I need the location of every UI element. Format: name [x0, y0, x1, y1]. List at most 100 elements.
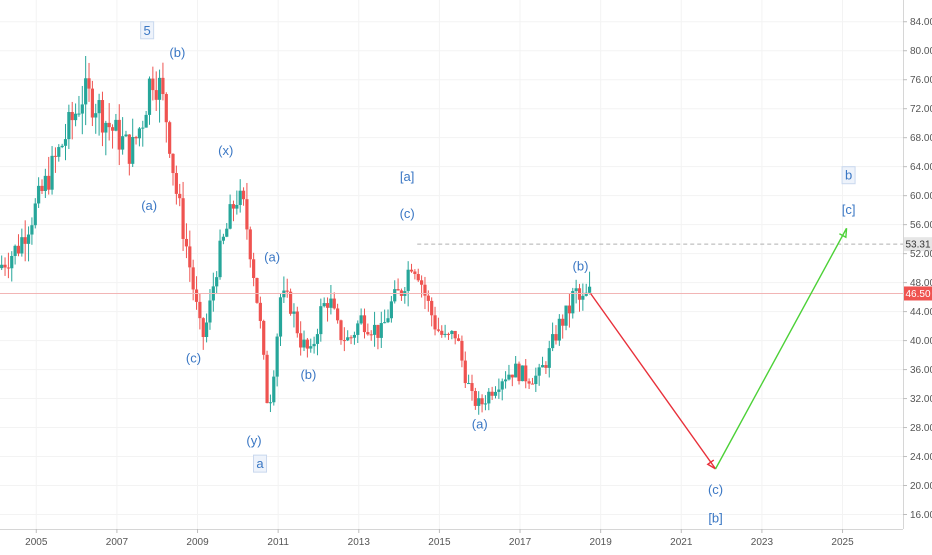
y-tick-label: 40.00: [910, 336, 932, 347]
candle-body: [433, 315, 437, 330]
candle-body: [463, 360, 467, 384]
candle-body: [477, 398, 481, 406]
candle-body: [430, 300, 434, 316]
y-tick-label: 48.00: [910, 278, 932, 289]
wave-label: (c): [186, 350, 201, 365]
y-tick-label: 84.00: [910, 17, 932, 28]
candle-body: [157, 77, 162, 100]
x-tick-label: 2009: [186, 537, 209, 548]
candle-body: [342, 340, 346, 342]
candle-body: [238, 190, 242, 205]
candle-body: [369, 334, 373, 336]
candle-body: [453, 330, 457, 339]
candle-body: [60, 145, 64, 148]
candle-body: [221, 236, 225, 241]
candle-body: [73, 113, 78, 121]
wave-label: (c): [400, 206, 415, 221]
candle-body: [383, 322, 387, 324]
candle-body: [547, 348, 551, 368]
candle-body: [231, 204, 236, 209]
candle-body: [164, 94, 168, 123]
last-price-label: 46.50: [905, 289, 930, 300]
y-tick-label: 36.00: [910, 365, 932, 376]
candle-body: [141, 127, 145, 129]
candle-body: [315, 334, 320, 344]
candle-body: [77, 113, 81, 115]
candle-body: [245, 199, 249, 230]
candle-body: [90, 88, 94, 118]
candle-body: [319, 306, 323, 335]
candle-body: [372, 324, 377, 335]
candle-body: [309, 346, 313, 349]
candle-body: [292, 311, 296, 314]
candle-body: [480, 398, 484, 405]
wave-label: (y): [246, 433, 261, 448]
candle-body: [487, 391, 491, 404]
candle-body: [33, 203, 37, 226]
candle-body: [50, 155, 54, 190]
candle-body: [356, 323, 360, 335]
candle-body: [188, 246, 192, 268]
x-tick-label: 2017: [509, 537, 532, 548]
candle-body: [110, 127, 115, 131]
wave-label-box: [253, 454, 268, 473]
candle-body: [178, 193, 182, 199]
candle-body: [248, 229, 252, 260]
x-tick-label: 2025: [831, 537, 854, 548]
candle-body: [571, 291, 575, 314]
reference-price-label: 53.31: [905, 240, 930, 251]
candle-body: [305, 339, 309, 349]
candle-body: [420, 280, 424, 285]
candle-body: [544, 365, 548, 368]
candle-body: [460, 340, 464, 361]
y-tick-label: 72.00: [910, 104, 932, 115]
wave-label: (b): [573, 258, 589, 273]
candle-body: [520, 365, 524, 382]
candle-body: [500, 381, 504, 390]
candle-body: [255, 278, 259, 303]
candle-body: [205, 322, 209, 337]
x-tick-label: 2021: [670, 537, 693, 548]
candle-body: [325, 303, 330, 308]
candle-body: [295, 311, 299, 334]
candle-body: [426, 295, 430, 301]
y-tick-label: 52.00: [910, 249, 932, 260]
wave-label: b: [845, 168, 852, 183]
reference-price-box: [904, 237, 932, 252]
candle-body: [100, 100, 105, 133]
candle-body: [524, 365, 528, 382]
candle-body: [174, 173, 178, 194]
candle-body: [346, 337, 350, 341]
candle-body: [446, 333, 451, 335]
candle-body: [168, 122, 172, 154]
y-tick-label: 60.00: [910, 191, 932, 202]
candle-body: [507, 374, 511, 380]
candle-body: [67, 112, 71, 140]
grid: [0, 0, 903, 529]
candle-body: [409, 269, 414, 272]
candle-body: [362, 315, 367, 333]
candle-body: [278, 297, 283, 337]
candle-body: [124, 134, 128, 137]
wave-label: (a): [472, 416, 488, 431]
candle-body: [13, 245, 17, 256]
candle-body: [483, 403, 488, 405]
candle-body: [97, 100, 101, 114]
candle-body: [117, 119, 121, 150]
candle-body: [131, 136, 135, 164]
x-tick-label: 2011: [267, 537, 289, 548]
candle-body: [161, 77, 165, 95]
candle-body: [16, 245, 21, 254]
candle-body: [450, 330, 454, 334]
y-tick-label: 76.00: [910, 75, 932, 86]
candle-body: [235, 204, 239, 209]
candle-body: [567, 305, 572, 314]
candle-body: [581, 295, 585, 300]
wave-label: (a): [141, 198, 157, 213]
candle-body: [336, 308, 340, 321]
candle-body: [87, 78, 91, 89]
candle-body: [252, 259, 256, 279]
wave-label-box: [841, 166, 856, 185]
